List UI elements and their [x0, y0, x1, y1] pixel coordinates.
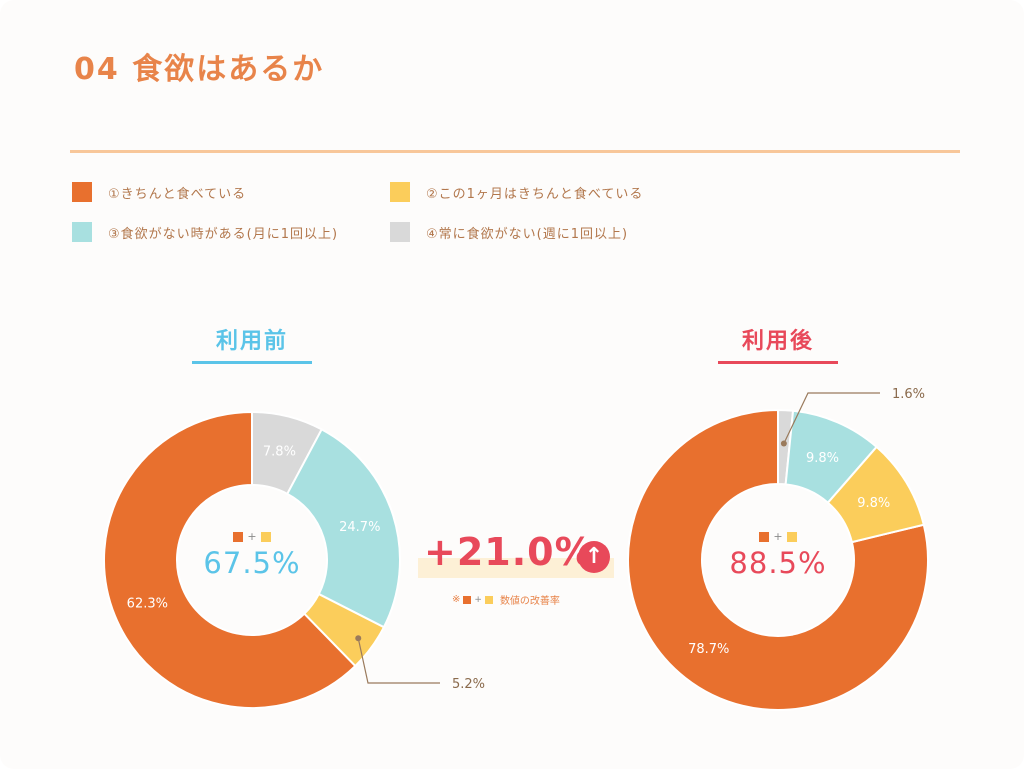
donut-slice-before-1 — [103, 410, 357, 709]
before-key-plus: + — [247, 530, 257, 543]
legend-swatch-3 — [72, 222, 92, 242]
after-center-value: 88.5% — [729, 546, 827, 580]
note-swatch-1 — [463, 595, 472, 604]
after-center: + 88.5% — [703, 530, 853, 580]
after-key-plus: + — [773, 530, 783, 543]
improvement-callout: +21.0% ↑ — [418, 530, 614, 578]
slice-label-before-3: 24.7% — [339, 520, 380, 535]
legend-item-1: ①きちんと食べている — [72, 182, 246, 202]
donut-slice-after-2 — [826, 445, 925, 544]
legend-label-2: ②この1ヶ月はきちんと食べている — [426, 186, 644, 202]
title-divider — [70, 150, 960, 153]
after-key-swatch-2 — [786, 532, 797, 542]
slice-label-after-1: 78.7% — [688, 642, 729, 657]
before-center-value: 67.5% — [203, 546, 301, 580]
slice-label-after-3: 9.8% — [806, 451, 839, 466]
before-center: + 67.5% — [177, 530, 327, 580]
legend-swatch-4 — [390, 222, 410, 242]
note-plus: + — [474, 594, 482, 605]
before-center-key: + — [177, 530, 327, 544]
legend-item-3: ③食欲がない時がある(月に1回以上) — [72, 222, 338, 242]
after-heading: 利用後 — [718, 323, 838, 364]
legend-swatch-2 — [390, 182, 410, 202]
donut-slice-after-1 — [627, 408, 929, 711]
legend-label-1: ①きちんと食べている — [108, 186, 247, 202]
after-key-swatch-1 — [759, 532, 770, 542]
before-key-swatch-2 — [260, 532, 271, 542]
legend-item-2: ②この1ヶ月はきちんと食べている — [390, 182, 643, 202]
slice-label-after-4: 1.6% — [892, 387, 925, 402]
donut-slice-before-2 — [302, 592, 386, 668]
callout-line-after-4 — [783, 392, 880, 444]
improvement-note: ※ + 数値の改善率 — [452, 592, 560, 607]
note-text: 数値の改善率 — [499, 596, 560, 607]
slice-label-before-4: 7.8% — [263, 444, 296, 459]
legend-swatch-1 — [72, 182, 92, 202]
donut-slice-before-3 — [285, 428, 401, 629]
legend-label-3: ③食欲がない時がある(月に1回以上) — [108, 226, 339, 242]
legend-label-4: ④常に食欲がない(週に1回以上) — [426, 226, 629, 242]
slice-label-before-1: 62.3% — [127, 597, 168, 612]
callout-dot-after-4 — [780, 440, 787, 447]
legend: ①きちんと食べている ②この1ヶ月はきちんと食べている ③食欲がない時がある(月… — [72, 182, 952, 262]
after-center-key: + — [703, 530, 853, 544]
slice-label-after-2: 9.8% — [857, 496, 890, 511]
note-swatch-2 — [484, 595, 493, 604]
arrow-up-icon: ↑ — [578, 541, 610, 573]
legend-item-4: ④常に食欲がない(週に1回以上) — [390, 222, 628, 242]
note-prefix: ※ — [452, 594, 461, 605]
before-heading: 利用前 — [192, 323, 312, 364]
improvement-value: +21.0% — [424, 530, 594, 574]
callout-line-before-2 — [357, 638, 440, 684]
page-title: 04 食欲はあるか — [74, 52, 325, 87]
callout-dot-before-2 — [355, 635, 362, 642]
slice-label-before-2: 5.2% — [452, 677, 485, 692]
before-key-swatch-1 — [233, 532, 244, 542]
improvement-highlight — [418, 558, 614, 578]
